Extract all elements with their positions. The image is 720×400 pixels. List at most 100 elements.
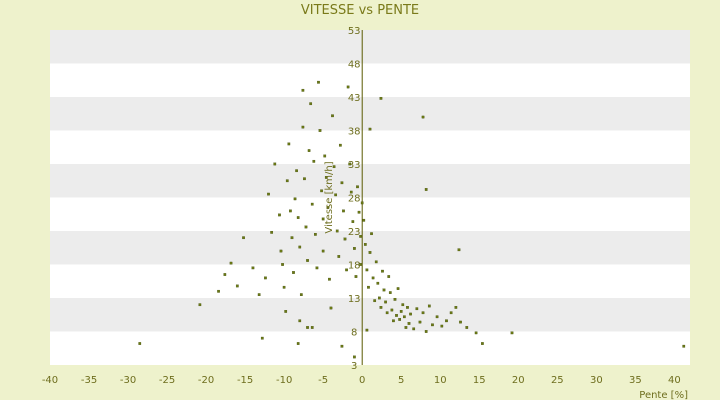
data-point: [392, 319, 395, 323]
data-point: [320, 189, 323, 193]
data-point: [304, 225, 308, 229]
x-tick-labels: -40 -35 -30 -25 -20 -15 -10 -5 0 5 10 15 20 25 30 35 40: [42, 375, 681, 386]
data-point: [368, 127, 372, 131]
data-point: [285, 179, 289, 183]
data-point: [474, 331, 478, 335]
data-point: [465, 326, 469, 329]
x-tick-label: 15: [473, 375, 486, 386]
data-point: [282, 285, 286, 289]
data-point: [273, 162, 277, 166]
y-tick-label: 53: [348, 26, 361, 37]
data-point: [329, 306, 333, 310]
x-tick-label: 30: [590, 375, 603, 386]
data-point: [449, 311, 453, 315]
data-point: [337, 255, 341, 258]
data-point: [257, 293, 261, 297]
data-point: [401, 303, 405, 307]
data-point: [359, 235, 362, 238]
data-point: [287, 142, 291, 146]
data-point: [345, 268, 348, 272]
data-point: [296, 342, 300, 345]
x-tick-label: -40: [42, 375, 58, 386]
data-point: [370, 232, 373, 236]
data-point: [353, 247, 356, 250]
data-point: [284, 310, 288, 313]
data-point: [326, 206, 330, 209]
data-point: [409, 312, 412, 316]
data-point: [317, 80, 320, 84]
data-point: [356, 185, 359, 189]
x-tick-label: -20: [198, 375, 214, 386]
data-point: [365, 268, 369, 272]
data-point: [260, 336, 264, 340]
data-point: [379, 96, 383, 100]
data-point: [343, 237, 347, 241]
data-point: [396, 287, 400, 290]
data-point: [385, 311, 389, 315]
data-point: [454, 306, 458, 309]
data-point: [440, 324, 444, 328]
y-axis-label: Vitesse [km/h]: [324, 161, 335, 233]
data-point: [399, 310, 403, 313]
data-point: [459, 320, 462, 324]
data-point: [295, 169, 298, 173]
data-point: [306, 259, 309, 262]
x-tick-label: -10: [276, 375, 292, 386]
data-point: [404, 326, 408, 329]
data-point: [510, 331, 514, 335]
data-point: [315, 266, 319, 270]
data-point: [331, 114, 334, 118]
data-point: [270, 230, 274, 234]
y-tick-label: 38: [348, 127, 361, 138]
data-point: [682, 344, 686, 348]
data-point: [310, 202, 314, 206]
data-point: [278, 213, 281, 217]
data-point: [334, 193, 338, 197]
x-tick-label: 10: [434, 375, 447, 386]
data-point: [427, 304, 431, 308]
data-point: [289, 209, 292, 213]
data-point: [418, 320, 422, 324]
data-point: [384, 300, 387, 304]
data-point: [406, 306, 409, 309]
data-point: [412, 327, 416, 331]
grid-band: [50, 30, 690, 64]
data-point: [267, 192, 270, 196]
data-point: [281, 263, 284, 266]
x-tick-label: -35: [81, 375, 97, 386]
data-point: [382, 288, 386, 292]
y-tick-label: 18: [348, 261, 361, 272]
data-point: [353, 355, 356, 359]
y-tick-label: 3: [351, 361, 357, 372]
data-point: [299, 293, 303, 297]
data-point: [393, 297, 397, 301]
data-point: [387, 275, 391, 278]
data-point: [415, 307, 419, 311]
y-tick-label: 23: [348, 227, 361, 238]
data-point: [421, 115, 425, 119]
data-point: [242, 236, 245, 240]
data-point: [368, 251, 372, 254]
data-point: [371, 276, 375, 280]
data-point: [235, 284, 239, 288]
data-point: [457, 248, 461, 252]
data-point: [323, 154, 327, 158]
data-point: [349, 190, 353, 194]
data-point: [481, 342, 484, 345]
data-point: [390, 308, 394, 312]
grid-bands: [50, 30, 690, 332]
data-point: [310, 326, 314, 329]
data-point: [223, 273, 227, 276]
data-point: [296, 216, 300, 219]
y-tick-label: 48: [348, 60, 361, 71]
data-point: [424, 188, 428, 191]
data-point: [318, 129, 322, 132]
y-tick-label: 33: [348, 160, 361, 171]
data-point: [398, 318, 402, 321]
data-point: [321, 249, 325, 253]
data-point: [348, 162, 352, 166]
data-point: [388, 291, 392, 294]
data-point: [314, 232, 317, 236]
